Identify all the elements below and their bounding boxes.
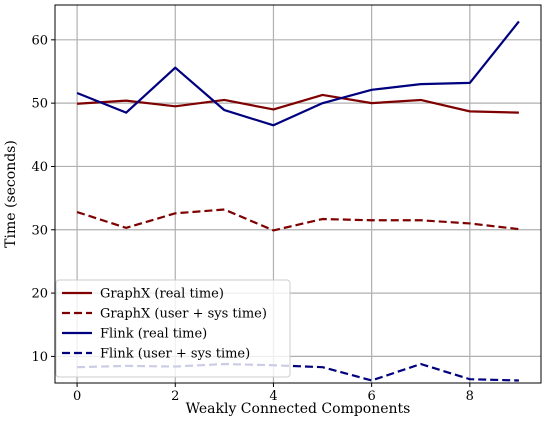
tick-labels: 0 2 4 6 8 10 20 30 40 50 60	[31, 33, 474, 404]
legend-label: Flink (user + sys time)	[100, 347, 250, 362]
y-tick-label: 30	[31, 223, 48, 238]
series-line-2	[76, 208, 520, 232]
y-tick-label: 20	[31, 287, 48, 302]
x-tick-label: 0	[73, 389, 81, 404]
plot-frame	[54, 4, 542, 384]
legend-label: GraphX (real time)	[100, 287, 224, 302]
x-axis-label: Weakly Connected Components	[186, 401, 411, 417]
x-tick-label: 4	[269, 389, 277, 404]
x-tick-label: 2	[171, 389, 179, 404]
y-axis-label: Time (seconds)	[3, 140, 19, 248]
legend-label: Flink (real time)	[100, 327, 207, 342]
legend-box	[55, 279, 291, 378]
legend-label: GraphX (user + sys time)	[100, 307, 267, 322]
x-tick-label: 8	[466, 389, 474, 404]
legend: GraphX (real time) GraphX (user + sys tim…	[55, 279, 291, 378]
series-line-1	[77, 93, 519, 114]
series-line-3	[76, 20, 520, 127]
y-tick-label: 40	[31, 160, 48, 175]
y-tick-label: 50	[31, 97, 48, 112]
y-tick-label: 10	[31, 350, 48, 365]
y-tick-label: 60	[31, 33, 48, 48]
series-lines	[76, 20, 520, 382]
x-tick-label: 6	[367, 389, 375, 404]
